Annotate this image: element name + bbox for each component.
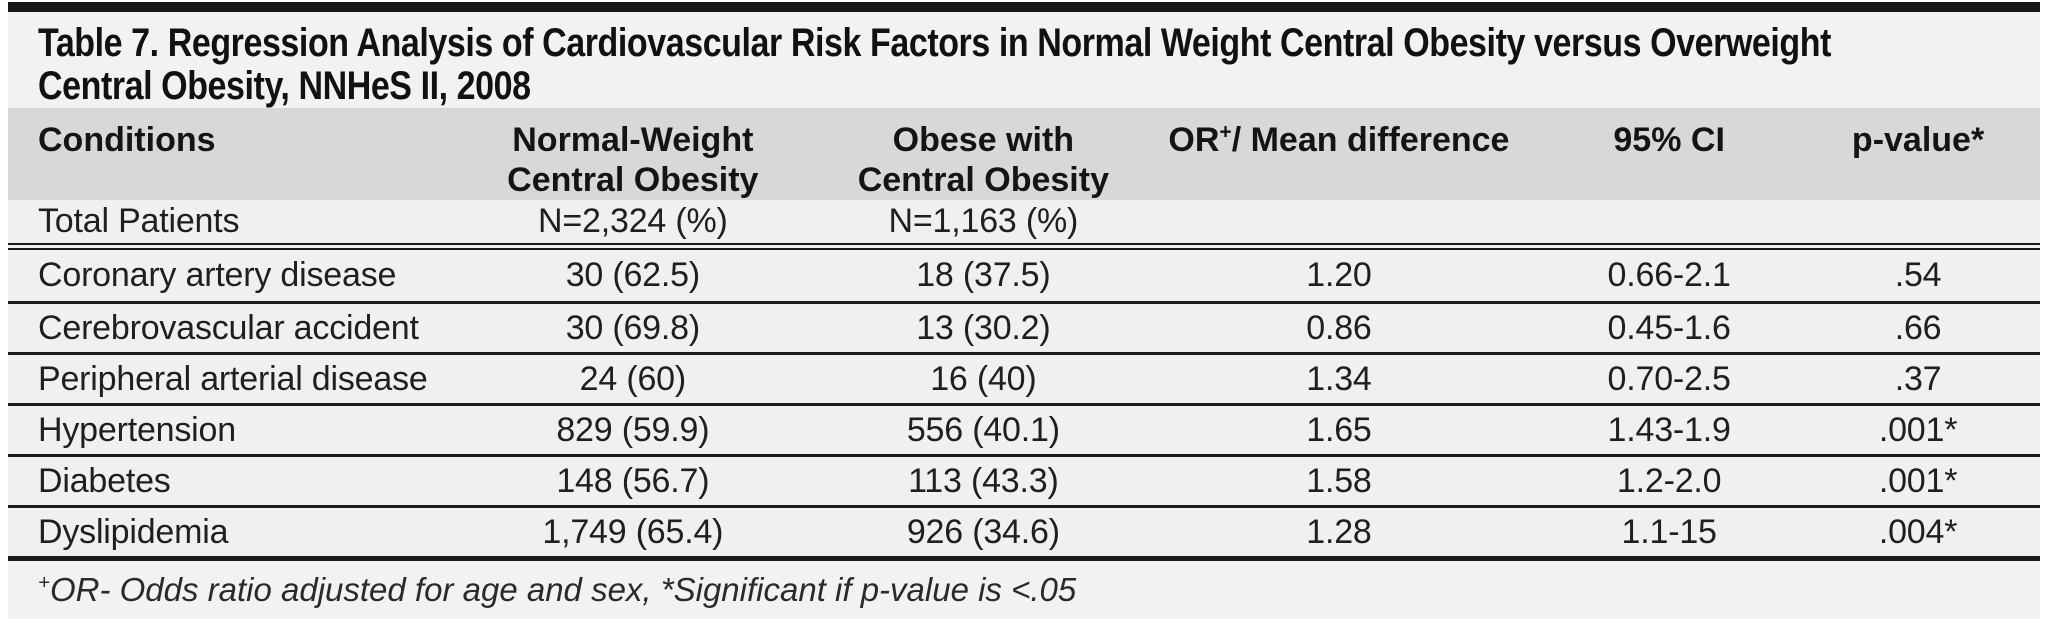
table-row-peripheral: Peripheral arterial disease 24 (60) 16 (… bbox=[8, 352, 2040, 403]
table-row-diabetes: Diabetes 148 (56.7) 113 (43.3) 1.58 1.2-… bbox=[8, 454, 2040, 505]
table-row-dyslipidemia: Dyslipidemia 1,749 (65.4) 926 (34.6) 1.2… bbox=[8, 505, 2040, 556]
header-conditions: Conditions bbox=[38, 121, 216, 159]
cell-or: 1.20 bbox=[1306, 256, 1372, 294]
row-label: Diabetes bbox=[38, 461, 171, 500]
cell-normal-weight: 1,749 (65.4) bbox=[542, 512, 724, 551]
bottom-rule bbox=[8, 556, 2040, 561]
table-row-coronary: Coronary artery disease 30 (62.5) 18 (37… bbox=[8, 250, 2040, 301]
table-header-row: Conditions Normal-Weight Central Obesity… bbox=[8, 108, 2040, 200]
row-label: Hypertension bbox=[38, 410, 236, 449]
total-normal-weight-n: N=2,324 (%) bbox=[538, 202, 728, 240]
cell-pvalue: .54 bbox=[1894, 256, 1942, 294]
table-row-cerebrovascular: Cerebrovascular accident 30 (69.8) 13 (3… bbox=[8, 301, 2040, 352]
cell-obese: 113 (43.3) bbox=[908, 461, 1059, 500]
header-95ci: 95% CI bbox=[1613, 121, 1725, 159]
cell-pvalue: .37 bbox=[1894, 359, 1942, 398]
cell-obese: 18 (37.5) bbox=[916, 256, 1051, 294]
cell-obese: 13 (30.2) bbox=[916, 308, 1051, 347]
cell-pvalue: .001* bbox=[1878, 410, 1958, 449]
header-mean-difference-text: / Mean difference bbox=[1231, 121, 1510, 159]
top-rule-bar bbox=[8, 2, 2040, 12]
cell-ci: 1.1-15 bbox=[1621, 512, 1717, 551]
row-label: Cerebrovascular accident bbox=[38, 308, 419, 347]
cell-pvalue: .66 bbox=[1894, 308, 1942, 347]
row-label: Coronary artery disease bbox=[38, 256, 397, 294]
cell-or: 1.65 bbox=[1306, 410, 1372, 449]
cell-ci: 0.66-2.1 bbox=[1607, 256, 1731, 294]
cell-normal-weight: 24 (60) bbox=[579, 359, 687, 398]
header-normal-weight-line2: Central Obesity bbox=[507, 161, 759, 199]
table-body: Total Patients N=2,324 (%) N=1,163 (%) C… bbox=[8, 200, 2040, 556]
cell-normal-weight: 30 (62.5) bbox=[565, 256, 700, 294]
cell-obese: 16 (40) bbox=[930, 359, 1037, 398]
header-obese: Obese with Central Obesity bbox=[831, 120, 1136, 200]
cell-or: 1.58 bbox=[1306, 461, 1372, 500]
header-or-mean-difference: OR+/ Mean difference bbox=[1136, 120, 1542, 160]
cell-obese: 556 (40.1) bbox=[906, 410, 1060, 449]
footnote-superscript: + bbox=[38, 571, 50, 594]
cell-normal-weight: 829 (59.9) bbox=[556, 410, 710, 449]
table-footnote: +OR- Odds ratio adjusted for age and sex… bbox=[8, 561, 2040, 619]
cell-normal-weight: 30 (69.8) bbox=[565, 308, 700, 347]
footnote-text: OR- Odds ratio adjusted for age and sex,… bbox=[49, 571, 1077, 608]
cell-ci: 1.43-1.9 bbox=[1607, 410, 1731, 449]
cell-or: 1.34 bbox=[1306, 359, 1372, 398]
cell-normal-weight: 148 (56.7) bbox=[556, 461, 710, 500]
header-normal-weight: Normal-Weight Central Obesity bbox=[435, 120, 831, 200]
cell-ci: 0.70-2.5 bbox=[1607, 359, 1731, 398]
row-label: Dyslipidemia bbox=[38, 512, 229, 551]
header-normal-weight-line1: Normal-Weight bbox=[512, 121, 754, 159]
table-title-band: Table 7. Regression Analysis of Cardiova… bbox=[8, 12, 2040, 108]
table-title-line1: Table 7. Regression Analysis of Cardiova… bbox=[38, 21, 1831, 65]
header-or-superscript: + bbox=[1219, 120, 1232, 144]
row-label: Peripheral arterial disease bbox=[38, 359, 428, 398]
header-pvalue: p-value* bbox=[1851, 121, 1985, 159]
cell-obese: 926 (34.6) bbox=[906, 512, 1060, 551]
header-or-text: OR bbox=[1168, 121, 1220, 159]
cell-ci: 0.45-1.6 bbox=[1607, 308, 1731, 347]
row-label: Total Patients bbox=[38, 202, 240, 240]
cell-or: 1.28 bbox=[1306, 512, 1372, 551]
cell-or: 0.86 bbox=[1306, 308, 1372, 347]
table-title-line2: Central Obesity, NNHeS II, 2008 bbox=[38, 64, 531, 108]
header-obese-line2: Central Obesity bbox=[857, 161, 1109, 199]
header-obese-line1: Obese with bbox=[892, 121, 1075, 159]
cell-ci: 1.2-2.0 bbox=[1616, 461, 1722, 500]
table-row-hypertension: Hypertension 829 (59.9) 556 (40.1) 1.65 … bbox=[8, 403, 2040, 454]
cell-pvalue: .004* bbox=[1878, 512, 1958, 551]
table-row-total-patients: Total Patients N=2,324 (%) N=1,163 (%) bbox=[8, 200, 2040, 250]
total-obese-n: N=1,163 (%) bbox=[888, 202, 1079, 240]
cell-pvalue: .001* bbox=[1878, 461, 1958, 500]
